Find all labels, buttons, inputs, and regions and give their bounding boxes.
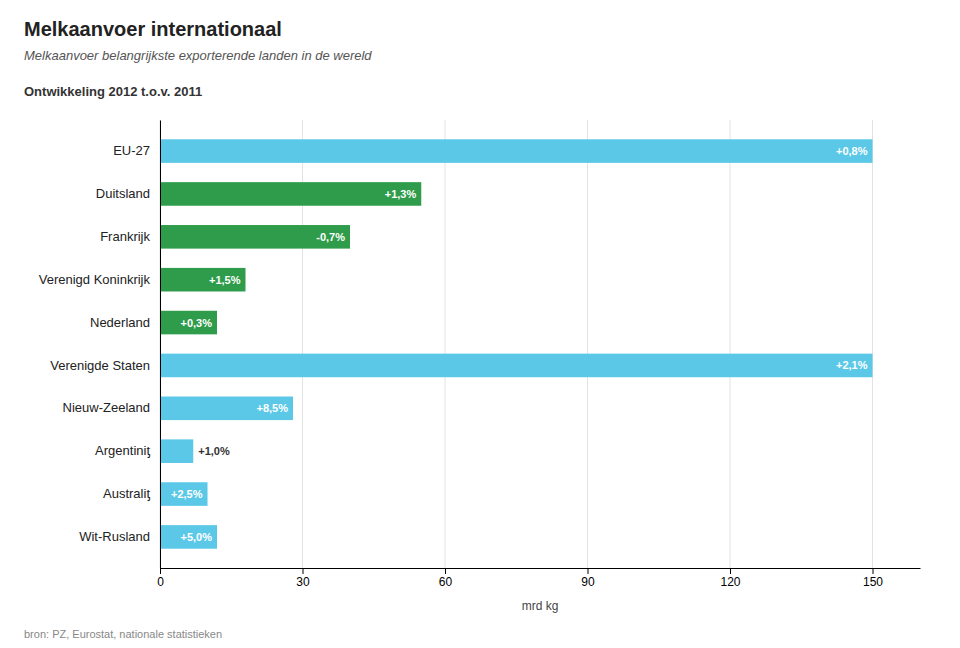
tick: 0 — [157, 568, 164, 589]
grid — [160, 120, 873, 568]
tick-label: 0 — [157, 575, 164, 589]
grid-line — [445, 120, 446, 568]
bar-label: +0,8% — [836, 145, 868, 157]
tick-label: 150 — [863, 575, 883, 589]
tick: Australiƫ — [103, 486, 150, 501]
tick-mark — [730, 568, 731, 574]
axis-line — [161, 568, 921, 569]
y-axis: EU-27 Duitsland Frankrijk Verenigd Koninkri… — [39, 121, 161, 569]
category-label: Argentiniƫ — [95, 443, 150, 458]
tick: Nieuw-Zeeland — [63, 400, 150, 415]
title: Melkaanvoer internationaal — [24, 18, 282, 40]
bar-label: +1,0% — [198, 445, 230, 457]
bars — [160, 139, 873, 548]
category-label: Verenigde Staten — [50, 358, 150, 373]
tick-mark — [445, 568, 446, 574]
bar-label: +1,3% — [385, 188, 417, 200]
tick: Wit-Rusland — [79, 529, 150, 544]
bar-label: +0,3% — [181, 317, 213, 329]
category-label: Nieuw-Zeeland — [63, 400, 150, 415]
grid-line — [730, 120, 731, 568]
tick: EU-27 — [113, 143, 150, 158]
plot: 0 30 60 90 120 150 EU-27 Duitsland Frankrijk Vere… — [39, 120, 921, 613]
tick-mark — [588, 568, 589, 574]
tick: 120 — [720, 568, 740, 589]
category-label: Verenigd Koninkrijk — [39, 272, 151, 287]
axis-title: mrd kg — [522, 599, 559, 613]
x-axis: 0 30 60 90 120 150 — [157, 568, 920, 589]
tick: Verenigde Staten — [50, 358, 150, 373]
category-label: Australiƫ — [103, 486, 150, 501]
bar-labels: +0,8% +1,3% -0,7% +1,5% +0,3% +2,1% +8,5% +1,0%… — [171, 145, 868, 543]
tick: Duitsland — [96, 186, 150, 201]
tick-label: 120 — [720, 575, 740, 589]
bar-label: +2,5% — [171, 488, 203, 500]
tick-label: 90 — [581, 575, 595, 589]
bar — [160, 525, 217, 549]
category-label: Wit-Rusland — [79, 529, 150, 544]
bar — [160, 182, 421, 206]
tick: Verenigd Koninkrijk — [39, 272, 151, 287]
tick: 150 — [863, 568, 883, 589]
bar — [160, 354, 873, 378]
source: bron: PZ, Eurostat, nationale statistiek… — [24, 628, 222, 640]
bar — [160, 482, 208, 506]
bar — [160, 268, 246, 292]
bar — [160, 397, 293, 421]
tick: 90 — [581, 568, 595, 589]
grid-line — [587, 120, 588, 568]
category-label: Frankrijk — [100, 229, 150, 244]
bar — [160, 139, 873, 163]
bar — [160, 225, 350, 249]
tick: 30 — [296, 568, 310, 589]
bar-label: +5,0% — [181, 531, 213, 543]
category-label: Duitsland — [96, 186, 150, 201]
bar — [160, 439, 193, 463]
category-label: Nederland — [90, 315, 150, 330]
bar-label: +2,1% — [836, 359, 868, 371]
annotation: Ontwikkeling 2012 t.o.v. 2011 — [24, 84, 202, 99]
grid-line — [160, 120, 161, 568]
tick-mark — [303, 568, 304, 574]
bar-label: +1,5% — [209, 274, 241, 286]
grid-line — [872, 120, 873, 568]
bar — [160, 311, 217, 335]
axis-line — [160, 121, 161, 569]
tick: Argentiniƫ — [95, 443, 150, 458]
tick: Nederland — [90, 315, 150, 330]
subtitle: Melkaanvoer belangrijkste exporterende l… — [24, 48, 372, 63]
bar-label: -0,7% — [316, 231, 345, 243]
category-label: EU-27 — [113, 143, 150, 158]
bar-label: +8,5% — [257, 402, 289, 414]
tick: 60 — [439, 568, 453, 589]
tick-mark — [160, 568, 161, 574]
tick-label: 30 — [296, 575, 310, 589]
chart: Melkaanvoer internationaal Melkaanvoer be… — [0, 0, 960, 648]
tick-mark — [873, 568, 874, 574]
tick-label: 60 — [439, 575, 453, 589]
tick: Frankrijk — [100, 229, 150, 244]
